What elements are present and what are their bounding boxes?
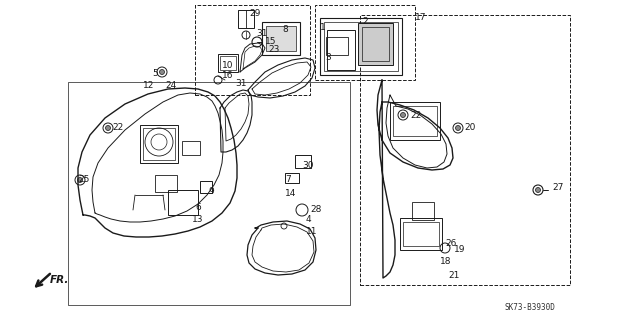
Bar — [143, 128, 175, 160]
Bar — [362, 27, 389, 61]
Bar — [403, 222, 439, 246]
Bar — [262, 22, 300, 55]
Bar — [320, 18, 402, 75]
Text: 13: 13 — [192, 216, 204, 225]
Bar — [220, 56, 236, 70]
Text: 25: 25 — [78, 175, 90, 184]
Bar — [285, 173, 299, 183]
Text: 15: 15 — [265, 38, 276, 47]
Circle shape — [401, 113, 406, 117]
Bar — [358, 23, 393, 65]
Bar — [155, 175, 177, 192]
Bar — [295, 155, 311, 168]
Circle shape — [106, 125, 111, 130]
Circle shape — [77, 177, 83, 182]
Bar — [266, 26, 296, 51]
Text: 16: 16 — [222, 70, 234, 79]
Text: 11: 11 — [306, 227, 317, 236]
Text: 23: 23 — [268, 46, 280, 55]
Text: 5: 5 — [152, 69, 157, 78]
Text: 6: 6 — [195, 204, 201, 212]
Bar — [400, 218, 442, 250]
Text: 8: 8 — [282, 26, 288, 34]
Text: 7: 7 — [285, 175, 291, 184]
Text: 17: 17 — [415, 13, 426, 23]
Text: 24: 24 — [165, 80, 176, 90]
Text: 28: 28 — [310, 205, 321, 214]
Text: 9: 9 — [208, 188, 214, 197]
Bar — [327, 30, 355, 70]
Text: 3: 3 — [325, 54, 331, 63]
Text: 22: 22 — [410, 112, 421, 121]
Bar — [200, 181, 212, 193]
Text: 26: 26 — [445, 239, 456, 248]
Bar — [390, 102, 440, 140]
Bar — [182, 141, 200, 155]
Text: 12: 12 — [143, 80, 154, 90]
Bar — [326, 37, 348, 55]
Text: SK73-B3930D: SK73-B3930D — [504, 303, 556, 313]
Bar — [360, 15, 570, 285]
Text: 22: 22 — [112, 123, 124, 132]
Bar — [195, 5, 310, 95]
Bar — [324, 22, 398, 71]
Bar — [218, 54, 238, 72]
Text: 29: 29 — [249, 9, 260, 18]
Text: 20: 20 — [464, 123, 476, 132]
Circle shape — [536, 188, 541, 192]
Bar — [68, 82, 350, 305]
Text: 4: 4 — [306, 216, 312, 225]
Text: 14: 14 — [285, 189, 296, 197]
Text: 18: 18 — [440, 257, 451, 266]
Bar — [238, 10, 254, 28]
Text: 27: 27 — [552, 183, 563, 192]
Text: 31: 31 — [256, 28, 268, 38]
Bar — [412, 202, 434, 220]
Bar — [168, 190, 198, 215]
Text: 19: 19 — [454, 244, 465, 254]
Circle shape — [159, 70, 164, 75]
Bar — [315, 5, 415, 80]
Bar — [140, 125, 178, 163]
Bar — [393, 106, 437, 136]
Text: 1: 1 — [320, 24, 326, 33]
Text: FR.: FR. — [50, 275, 69, 285]
Text: 2: 2 — [362, 18, 367, 26]
Text: 21: 21 — [448, 271, 460, 279]
Text: 31: 31 — [235, 78, 246, 87]
Circle shape — [456, 125, 461, 130]
Text: 10: 10 — [222, 61, 234, 70]
Text: 30: 30 — [302, 160, 314, 169]
